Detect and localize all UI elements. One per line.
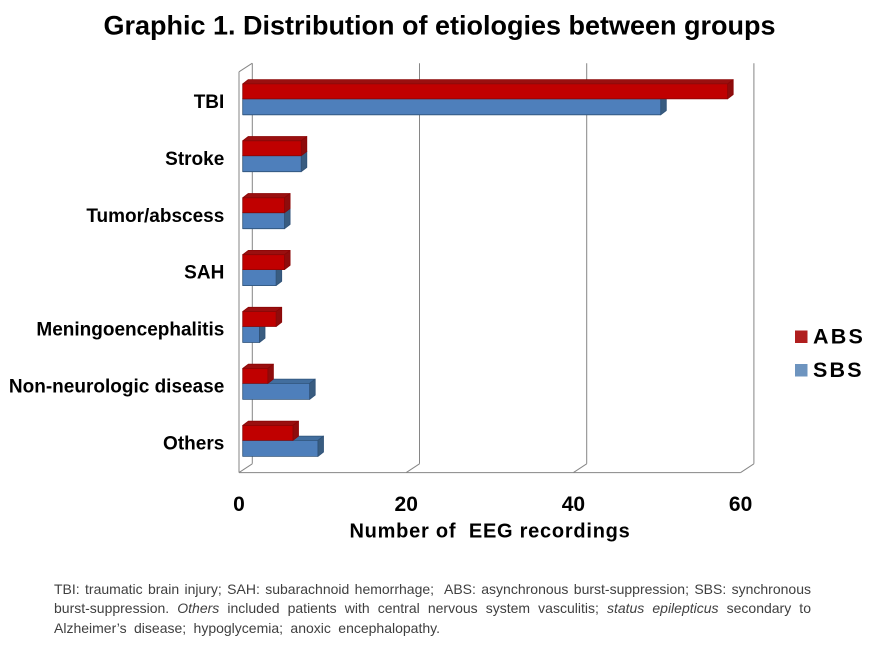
svg-text:60: 60 <box>729 493 752 516</box>
svg-text:SAH: SAH <box>184 263 224 284</box>
svg-text:Tumor/abscess: Tumor/abscess <box>86 206 224 227</box>
svg-text:0: 0 <box>233 493 245 516</box>
svg-text:ABS: ABS <box>813 325 865 349</box>
svg-text:Graphic 1. Distribution of eti: Graphic 1. Distribution of etiologies be… <box>103 11 775 41</box>
svg-text:Meningoencephalitis: Meningoencephalitis <box>36 320 224 341</box>
svg-text:Non-neurologic disease: Non-neurologic disease <box>9 377 224 398</box>
svg-text:20: 20 <box>395 493 418 516</box>
svg-text:Number of EEG recordings: Number of EEG recordings <box>349 521 630 543</box>
svg-text:Others: Others <box>163 434 224 455</box>
svg-text:Stroke: Stroke <box>165 149 224 170</box>
svg-text:SBS: SBS <box>813 358 864 382</box>
svg-text:40: 40 <box>562 493 585 516</box>
svg-text:TBI: TBI <box>194 92 225 113</box>
